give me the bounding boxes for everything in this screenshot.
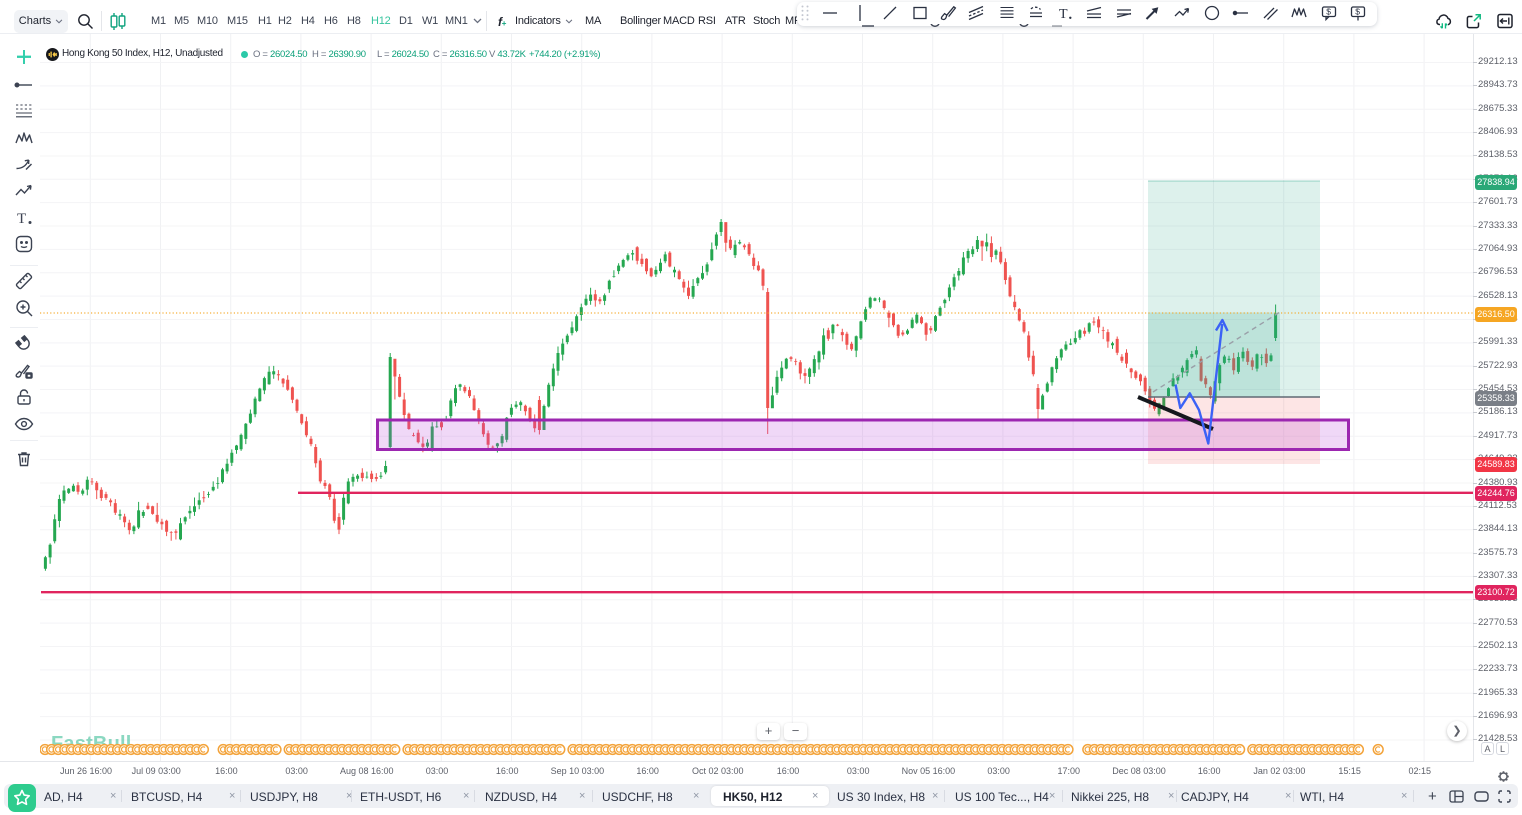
svg-text:T: T	[17, 211, 26, 227]
svg-text:T: T	[1059, 7, 1068, 22]
svg-text:$: $	[1326, 7, 1331, 17]
svg-text:$: $	[1355, 7, 1360, 17]
